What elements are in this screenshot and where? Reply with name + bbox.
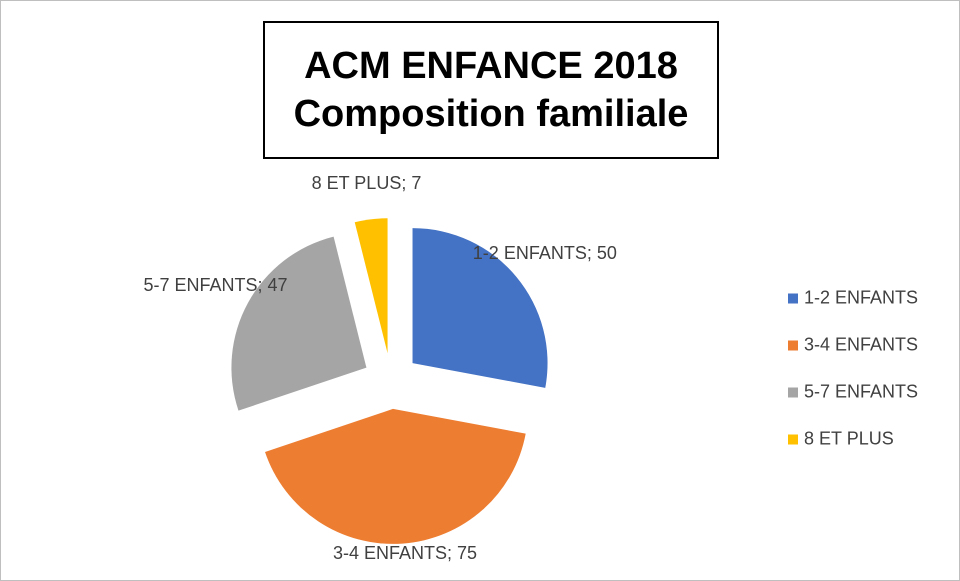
legend-label: 1-2 ENFANTS <box>804 287 919 308</box>
chart-title: ACM ENFANCE 2018 <box>304 45 678 87</box>
legend-swatch <box>788 387 798 397</box>
legend-label: 8 ET PLUS <box>804 428 894 449</box>
legend-swatch <box>788 340 798 350</box>
legend-entry: 1-2 ENFANTS <box>788 288 918 309</box>
pie-slice <box>231 236 367 411</box>
legend-swatch <box>788 293 798 303</box>
pie-slice <box>412 228 548 388</box>
legend-swatch <box>788 434 798 444</box>
data-label: 8 ET PLUS; 7 <box>311 172 422 193</box>
legend-entry: 3-4 ENFANTS <box>788 335 918 356</box>
data-label: 3-4 ENFANTS; 75 <box>332 543 478 563</box>
pie-slice <box>265 408 526 544</box>
legend-label: 3-4 ENFANTS <box>804 334 919 355</box>
title-box: ACM ENFANCE 2018 Composition familiale <box>263 21 719 159</box>
legend-entry: 5-7 ENFANTS <box>788 382 918 403</box>
legend-label: 5-7 ENFANTS <box>804 381 919 402</box>
data-label: 1-2 ENFANTS; 50 <box>472 243 617 264</box>
pie-slice <box>354 218 388 354</box>
chart-subtitle: Composition familiale <box>293 93 689 135</box>
legend-entry: 8 ET PLUS <box>788 429 894 450</box>
data-label: 5-7 ENFANTS; 47 <box>143 275 288 296</box>
